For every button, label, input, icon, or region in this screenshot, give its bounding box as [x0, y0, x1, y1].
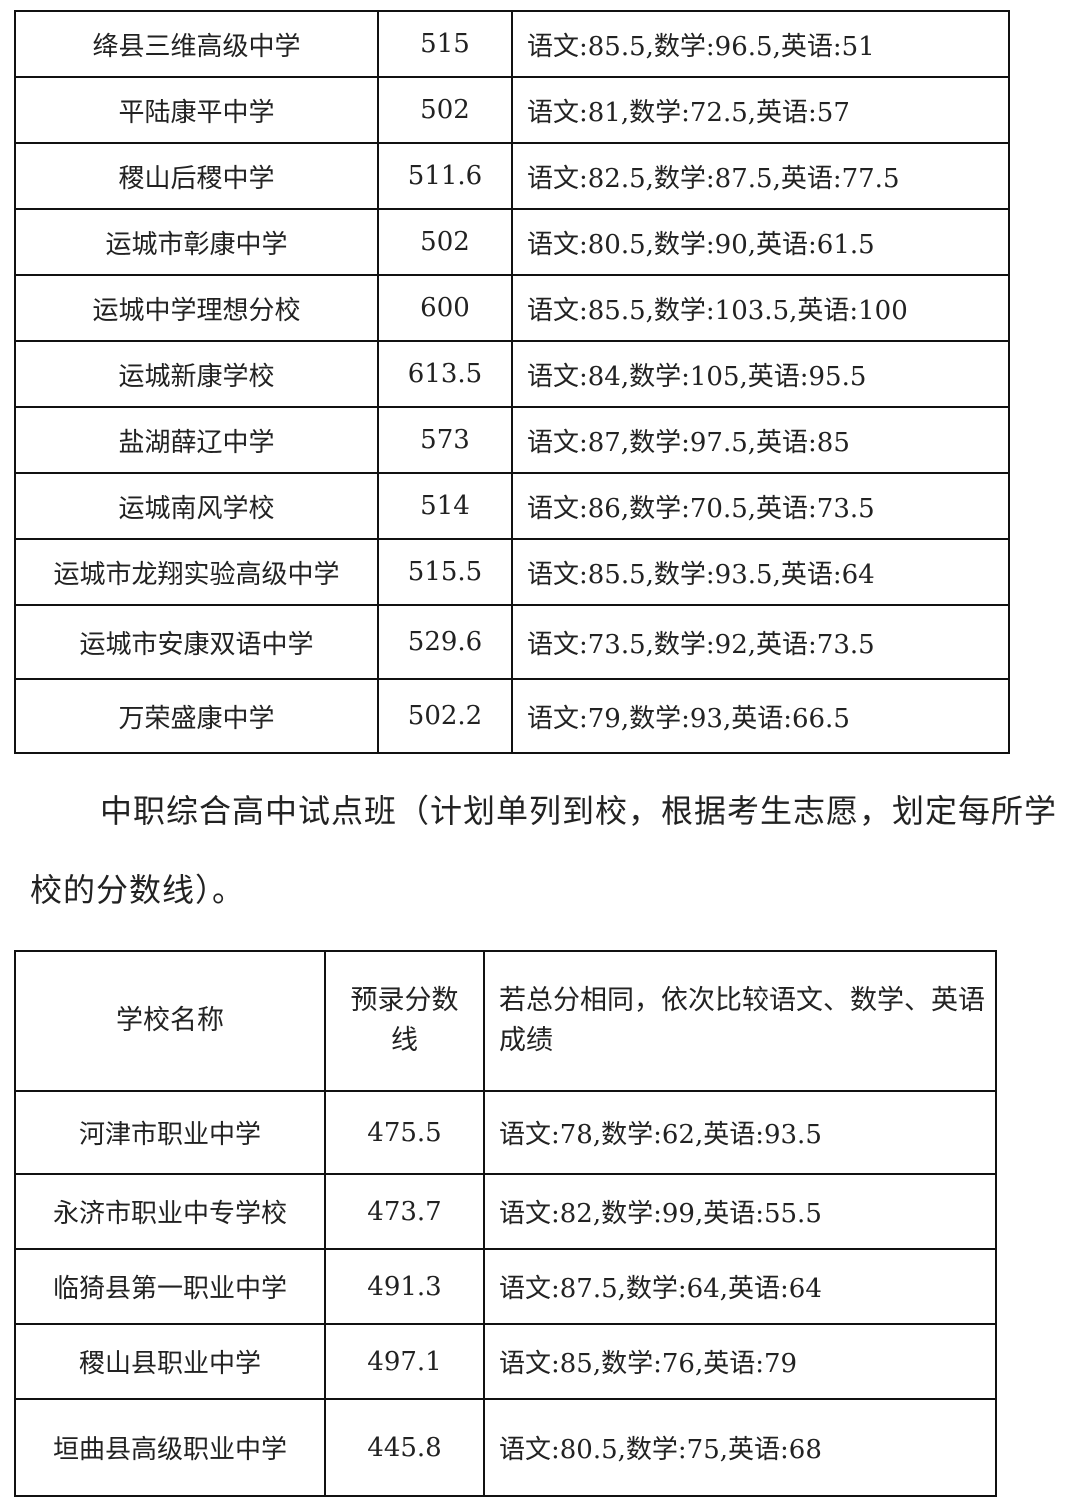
subject-scores-cell: 语文:79,数学:93,英语:66.5	[511, 678, 1010, 754]
score-cell: 445.8	[324, 1398, 485, 1497]
table-row: 盐湖薛辽中学 573 语文:87,数学:97.5,英语:85	[14, 406, 1010, 474]
subject-scores-cell: 语文:85.5,数学:103.5,英语:100	[511, 274, 1010, 342]
score-cell: 600	[377, 274, 513, 342]
score-cell: 511.6	[377, 142, 513, 210]
subject-scores-cell: 语文:73.5,数学:92,英语:73.5	[511, 604, 1010, 680]
table-row: 垣曲县高级职业中学 445.8 语文:80.5,数学:75,英语:68	[14, 1398, 997, 1497]
table-row: 稷山县职业中学 497.1 语文:85,数学:76,英语:79	[14, 1323, 997, 1400]
school-name-cell: 平陆康平中学	[14, 76, 379, 144]
subject-scores-cell: 语文:85.5,数学:96.5,英语:51	[511, 10, 1010, 78]
subject-scores-cell: 语文:85,数学:76,英语:79	[483, 1323, 997, 1400]
score-cell: 515	[377, 10, 513, 78]
school-name-cell: 稷山县职业中学	[14, 1323, 326, 1400]
header-detail: 若总分相同，依次比较语文、数学、英语成绩	[483, 950, 997, 1092]
table-row: 运城市龙翔实验高级中学 515.5 语文:85.5,数学:93.5,英语:64	[14, 538, 1010, 606]
school-name-cell: 河津市职业中学	[14, 1090, 326, 1175]
score-cell: 502.2	[377, 678, 513, 754]
header-row: 学校名称 预录分数线 若总分相同，依次比较语文、数学、英语成绩	[14, 950, 997, 1092]
table-row: 河津市职业中学 475.5 语文:78,数学:62,英语:93.5	[14, 1090, 997, 1175]
score-cell: 515.5	[377, 538, 513, 606]
score-cell: 502	[377, 208, 513, 276]
school-name-cell: 运城市彰康中学	[14, 208, 379, 276]
school-name-cell: 稷山后稷中学	[14, 142, 379, 210]
school-name-cell: 运城市安康双语中学	[14, 604, 379, 680]
school-name-cell: 运城新康学校	[14, 340, 379, 408]
school-name-cell: 运城南风学校	[14, 472, 379, 540]
school-name-cell: 永济市职业中专学校	[14, 1173, 326, 1250]
subject-scores-cell: 语文:84,数学:105,英语:95.5	[511, 340, 1010, 408]
score-cell: 502	[377, 76, 513, 144]
header-school: 学校名称	[14, 950, 326, 1092]
school-name-cell: 运城市龙翔实验高级中学	[14, 538, 379, 606]
subject-scores-cell: 语文:81,数学:72.5,英语:57	[511, 76, 1010, 144]
score-cell: 491.3	[324, 1248, 485, 1325]
score-cell: 475.5	[324, 1090, 485, 1175]
school-name-cell: 盐湖薛辽中学	[14, 406, 379, 474]
subject-scores-cell: 语文:80.5,数学:75,英语:68	[483, 1398, 997, 1497]
table-row: 运城市彰康中学 502 语文:80.5,数学:90,英语:61.5	[14, 208, 1010, 276]
subject-scores-cell: 语文:87.5,数学:64,英语:64	[483, 1248, 997, 1325]
table-row: 运城市安康双语中学 529.6 语文:73.5,数学:92,英语:73.5	[14, 604, 1010, 680]
score-cell: 497.1	[324, 1323, 485, 1400]
table-row: 永济市职业中专学校 473.7 语文:82,数学:99,英语:55.5	[14, 1173, 997, 1250]
subject-scores-cell: 语文:78,数学:62,英语:93.5	[483, 1090, 997, 1175]
school-name-cell: 垣曲县高级职业中学	[14, 1398, 326, 1497]
table-row: 临猗县第一职业中学 491.3 语文:87.5,数学:64,英语:64	[14, 1248, 997, 1325]
subject-scores-cell: 语文:82.5,数学:87.5,英语:77.5	[511, 142, 1010, 210]
table-row: 运城新康学校 613.5 语文:84,数学:105,英语:95.5	[14, 340, 1010, 408]
score-cell: 529.6	[377, 604, 513, 680]
score-cell: 473.7	[324, 1173, 485, 1250]
school-name-cell: 万荣盛康中学	[14, 678, 379, 754]
table-row: 绛县三维高级中学 515 语文:85.5,数学:96.5,英语:51	[14, 10, 1010, 78]
vocational-school-scores-table: 学校名称 预录分数线 若总分相同，依次比较语文、数学、英语成绩 河津市职业中学 4…	[14, 950, 997, 1497]
school-name-cell: 运城中学理想分校	[14, 274, 379, 342]
subject-scores-cell: 语文:87,数学:97.5,英语:85	[511, 406, 1010, 474]
header-score: 预录分数线	[324, 950, 485, 1092]
table-row: 万荣盛康中学 502.2 语文:79,数学:93,英语:66.5	[14, 678, 1010, 754]
section-paragraph: 中职综合高中试点班（计划单列到校，根据考生志愿，划定每所学校的分数线）。	[30, 792, 1058, 909]
subject-scores-cell: 语文:82,数学:99,英语:55.5	[483, 1173, 997, 1250]
table-row: 运城中学理想分校 600 语文:85.5,数学:103.5,英语:100	[14, 274, 1010, 342]
score-cell: 514	[377, 472, 513, 540]
table-row: 运城南风学校 514 语文:86,数学:70.5,英语:73.5	[14, 472, 1010, 540]
subject-scores-cell: 语文:80.5,数学:90,英语:61.5	[511, 208, 1010, 276]
score-cell: 573	[377, 406, 513, 474]
high-school-scores-table: 绛县三维高级中学 515 语文:85.5,数学:96.5,英语:51 平陆康平中学 50…	[14, 10, 1010, 754]
subject-scores-cell: 语文:86,数学:70.5,英语:73.5	[511, 472, 1010, 540]
table-row: 稷山后稷中学 511.6 语文:82.5,数学:87.5,英语:77.5	[14, 142, 1010, 210]
subject-scores-cell: 语文:85.5,数学:93.5,英语:64	[511, 538, 1010, 606]
table-row: 平陆康平中学 502 语文:81,数学:72.5,英语:57	[14, 76, 1010, 144]
school-name-cell: 绛县三维高级中学	[14, 10, 379, 78]
school-name-cell: 临猗县第一职业中学	[14, 1248, 326, 1325]
score-cell: 613.5	[377, 340, 513, 408]
